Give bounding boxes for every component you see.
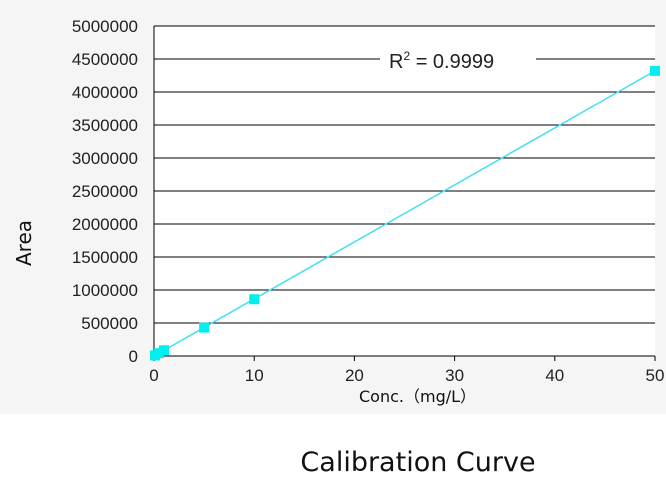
chart-title: Calibration Curve <box>300 447 535 478</box>
trendline <box>153 70 656 357</box>
y-axis-label: Area <box>12 220 36 266</box>
data-point <box>249 294 260 305</box>
y-tick-label: 1500000 <box>72 248 138 267</box>
y-tick-label: 5000000 <box>72 17 138 36</box>
x-tick-label: 20 <box>345 366 364 385</box>
x-tick-label: 10 <box>245 366 264 385</box>
data-point <box>159 345 170 356</box>
y-tick-label: 500000 <box>81 314 138 333</box>
x-tick-label: 30 <box>445 366 464 385</box>
data-point <box>650 65 660 76</box>
x-tick-label: 0 <box>149 366 158 385</box>
y-tick-label: 2500000 <box>72 182 138 201</box>
data-point <box>154 348 165 359</box>
r-squared-label-background <box>380 46 536 72</box>
y-tick-label: 0 <box>129 347 138 366</box>
y-tick-label: 3000000 <box>72 149 138 168</box>
x-axis-label: Conc.（mg/L） <box>359 387 476 406</box>
grid-lines <box>154 25 655 324</box>
x-tick-label: 50 <box>646 366 665 385</box>
r-squared-label: R2 = 0.9999 <box>389 49 494 73</box>
x-tick-label: 40 <box>545 366 564 385</box>
y-tick-label: 2000000 <box>72 215 138 234</box>
data-point <box>199 322 210 333</box>
y-tick-label: 4500000 <box>72 50 138 69</box>
data-points <box>150 65 660 361</box>
y-tick-label: 4000000 <box>72 83 138 102</box>
y-tick-label: 1000000 <box>72 281 138 300</box>
y-tick-label: 3500000 <box>72 116 138 135</box>
y-tick-labels: 0 500000 1000000 1500000 2000000 2500000 30000… <box>72 17 138 366</box>
x-ticks <box>153 356 656 361</box>
x-tick-labels: 0 10 20 30 40 50 <box>149 366 664 385</box>
